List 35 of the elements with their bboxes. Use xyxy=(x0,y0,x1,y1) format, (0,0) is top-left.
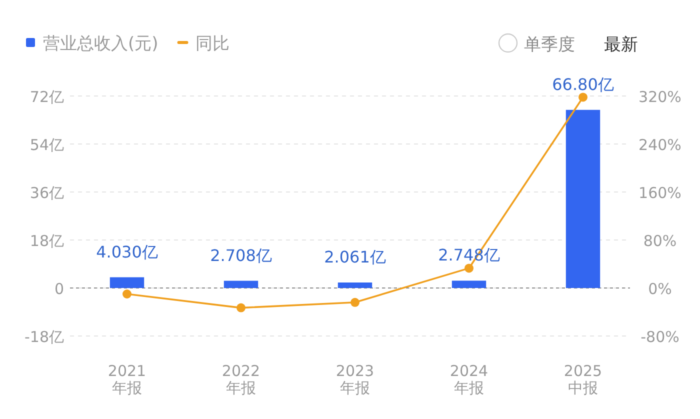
x-tick-label: 2025 中报 xyxy=(564,362,602,397)
point xyxy=(350,298,360,307)
x-tick-label: 2023 年报 xyxy=(336,362,374,397)
y2-tick-label: 240% xyxy=(638,136,682,154)
point xyxy=(122,290,132,298)
bar xyxy=(110,277,144,288)
data-label: 2.061亿 xyxy=(324,248,386,267)
y-tick-label: 54亿 xyxy=(30,136,64,154)
y2-tick-label: 320% xyxy=(638,88,682,106)
y-tick-label: 18亿 xyxy=(30,232,64,250)
legend-label: 营业总收入(元) xyxy=(43,34,158,54)
data-label: 4.030亿 xyxy=(96,242,158,262)
point xyxy=(464,264,474,273)
point xyxy=(578,92,588,102)
bar xyxy=(338,282,372,288)
y2-tick-label: 160% xyxy=(638,184,682,202)
y-tick-label: 36亿 xyxy=(30,184,64,202)
x-tick-label: 2022 年报 xyxy=(222,362,260,397)
y-tick-label: -18亿 xyxy=(24,328,64,346)
x-tick-label: 2024 年报 xyxy=(450,362,488,397)
text: 单季度 xyxy=(524,35,575,55)
y2-tick-label: -80% xyxy=(640,328,680,346)
y-tick-label: 0 xyxy=(54,280,64,298)
y2-tick-label: 80% xyxy=(643,232,677,250)
bar xyxy=(566,110,600,288)
data-label: 2.708亿 xyxy=(210,246,272,265)
bar xyxy=(452,280,486,288)
text: 最新 xyxy=(604,35,638,55)
point xyxy=(236,303,246,312)
x-tick-label: 2021 年报 xyxy=(108,362,146,397)
bar xyxy=(224,280,258,288)
legend-label: 同比 xyxy=(195,34,230,54)
data-label: 66.80亿 xyxy=(552,74,614,94)
y2-tick-label: 0% xyxy=(648,280,672,298)
y-tick-label: 72亿 xyxy=(30,88,64,106)
